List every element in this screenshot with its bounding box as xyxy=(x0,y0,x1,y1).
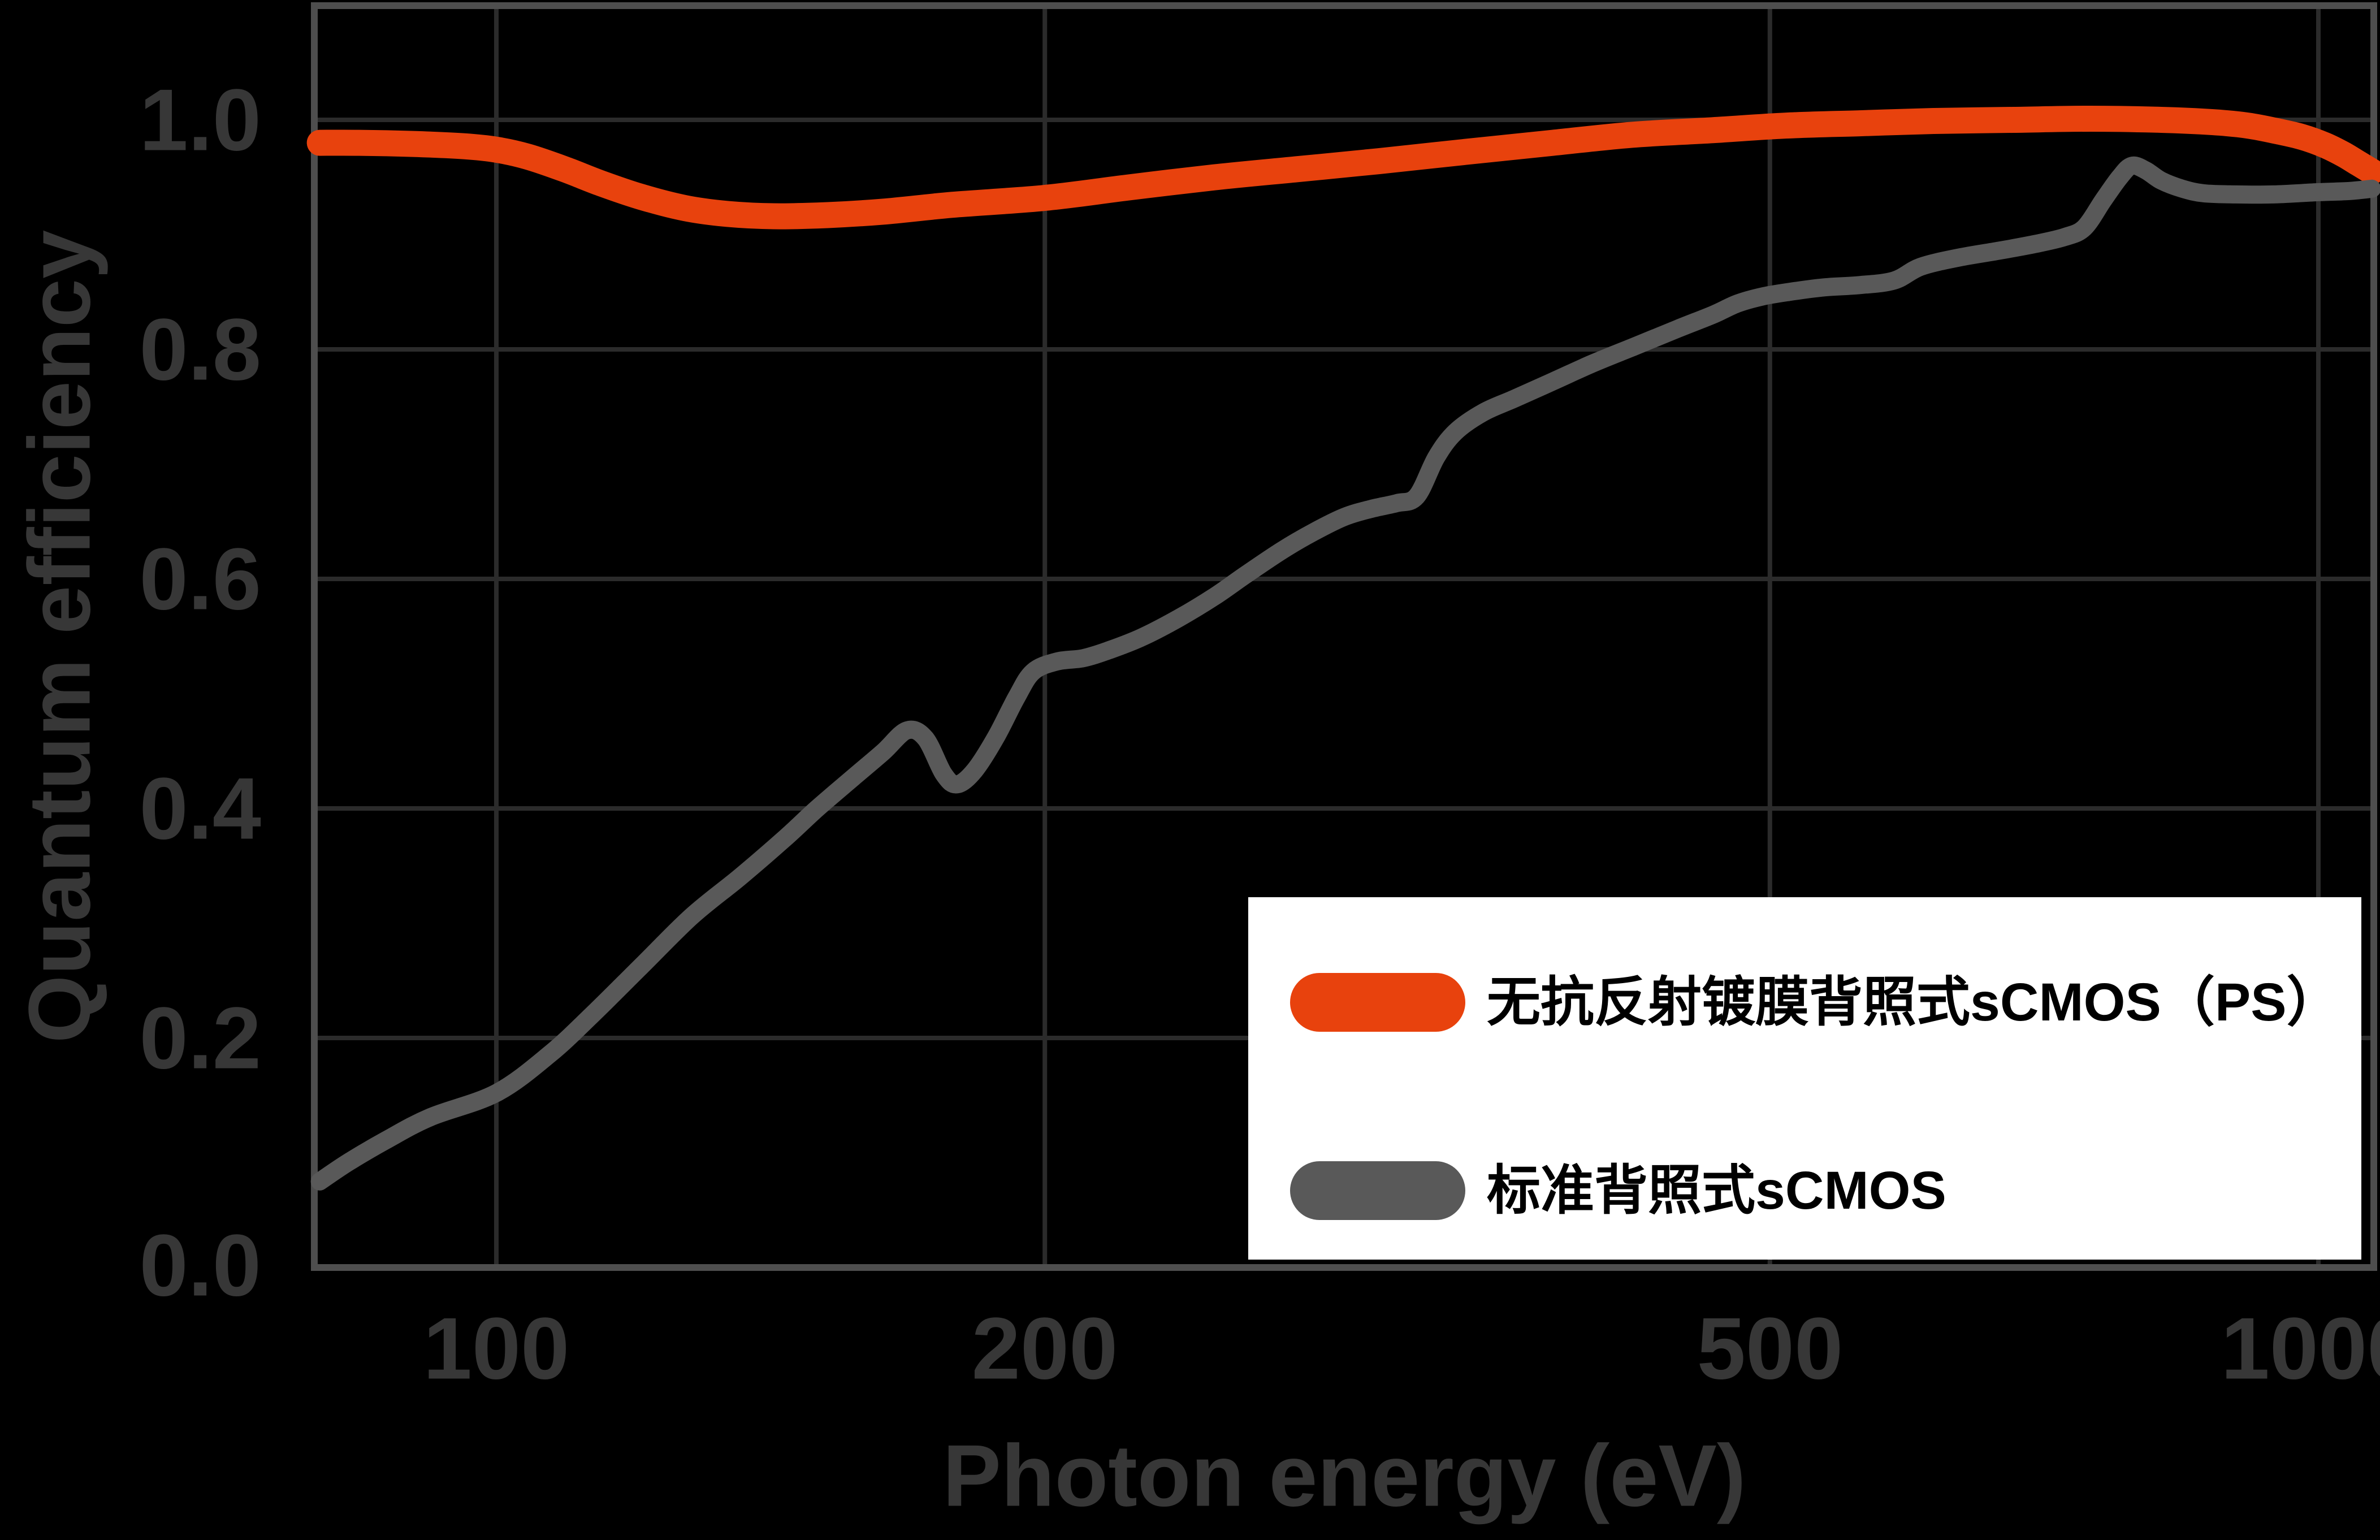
legend-label-coated-scmos: 无抗反射镀膜背照式sCMOS（PS） xyxy=(1487,972,2340,1032)
legend-swatch-standard-scmos xyxy=(1290,1161,1465,1220)
y-tick-0.6: 0.6 xyxy=(140,530,261,628)
y-tick-0.0: 0.0 xyxy=(140,1217,261,1314)
x-tick-500: 500 xyxy=(1697,1300,1844,1398)
y-tick-0.8: 0.8 xyxy=(140,301,261,399)
x-tick-200: 200 xyxy=(972,1300,1118,1398)
legend-label-standard-scmos: 标准背照式sCMOS xyxy=(1487,1161,1946,1221)
data-curves xyxy=(306,106,2380,1191)
x-axis-tick-labels: 100 200 500 1000 xyxy=(423,1300,2380,1398)
curve-series-0 xyxy=(306,106,2380,230)
y-axis-title: Quantum efficiency xyxy=(11,230,109,1043)
y-tick-0.2: 0.2 xyxy=(140,989,261,1087)
y-tick-1.0: 1.0 xyxy=(140,71,261,169)
plot-border xyxy=(311,2,2377,1271)
x-tick-100: 100 xyxy=(423,1300,570,1398)
y-tick-0.4: 0.4 xyxy=(140,760,261,858)
x-axis-title: Photon energy (eV) xyxy=(943,1427,1746,1525)
x-tick-1000: 1000 xyxy=(2221,1300,2380,1398)
curve-series-1 xyxy=(310,156,2380,1191)
legend: 无抗反射镀膜背照式sCMOS（PS） 标准背照式sCMOS xyxy=(1248,897,2361,1260)
legend-swatch-coated-scmos xyxy=(1290,973,1465,1032)
y-axis-tick-labels: 1.0 0.8 0.6 0.4 0.2 0.0 xyxy=(140,71,261,1314)
